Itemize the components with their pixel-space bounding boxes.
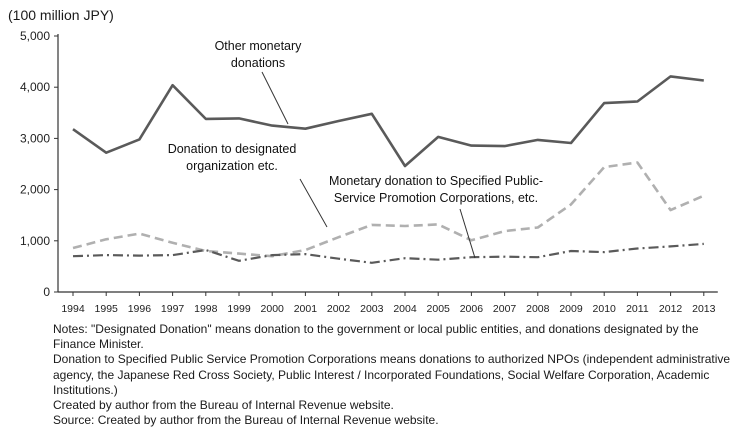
x-tick-label: 1998 <box>194 303 218 315</box>
annotation-label-0: Other monetary <box>215 39 303 53</box>
x-tick-label: 2000 <box>261 303 285 315</box>
x-tick-label: 2002 <box>327 303 351 315</box>
x-tick-label: 1994 <box>61 303 85 315</box>
y-axis-unit-label: (100 million JPY) <box>8 7 114 23</box>
annotation-leader-0 <box>261 71 289 125</box>
y-tick-label: 0 <box>43 285 50 299</box>
annotation-label-2: Service Promotion Corporations, etc. <box>334 191 538 205</box>
x-tick-label: 1999 <box>227 303 251 315</box>
annotation-label-0: donations <box>231 56 285 70</box>
y-tick-label: 2,000 <box>20 183 50 197</box>
x-tick-label: 2008 <box>526 303 550 315</box>
x-tick-label: 2013 <box>692 303 716 315</box>
y-tick-label: 5,000 <box>20 29 50 43</box>
note-specified-corporations: Donation to Specified Public Service Pro… <box>53 352 731 397</box>
annotation-label-1: organization etc. <box>186 159 278 173</box>
x-tick-label: 2010 <box>593 303 617 315</box>
annotation-leader-1 <box>299 178 328 228</box>
x-tick-label: 2006 <box>460 303 484 315</box>
chart-notes: Notes: "Designated Donation" means donat… <box>53 322 733 428</box>
x-tick-label: 2011 <box>626 303 649 315</box>
x-tick-label: 1995 <box>95 303 119 315</box>
x-tick-label: 2005 <box>427 303 451 315</box>
x-tick-label: 2012 <box>659 303 683 315</box>
note-source: Source: Created by author from the Burea… <box>53 413 439 428</box>
annotation-leader-2 <box>459 208 476 259</box>
line-chart: 0 1,000 2,000 3,000 4,000 5,000 1994 1995 1996 19… <box>20 29 718 315</box>
x-tick-label: 1997 <box>161 303 185 315</box>
series-line-1 <box>72 161 705 258</box>
annotation-label-1: Donation to designated <box>168 142 297 156</box>
note-designated-donation: Notes: "Designated Donation" means donat… <box>53 322 699 352</box>
x-tick-label: 2009 <box>559 303 583 315</box>
x-tick-label: 2003 <box>360 303 384 315</box>
x-tick-label: 2001 <box>294 303 318 315</box>
series-line-2 <box>72 242 704 264</box>
annotation-label-2: Monetary donation to Specified Public- <box>329 174 543 188</box>
y-tick-label: 4,000 <box>20 80 50 94</box>
y-tick-label: 3,000 <box>20 131 50 145</box>
series-line-0 <box>72 75 704 168</box>
x-tick-label: 1996 <box>128 303 152 315</box>
note-created-by: Created by author from the Bureau of Int… <box>53 398 394 413</box>
y-tick-label: 1,000 <box>20 234 50 248</box>
x-tick-label: 2004 <box>393 303 417 315</box>
x-tick-label: 2007 <box>493 303 517 315</box>
